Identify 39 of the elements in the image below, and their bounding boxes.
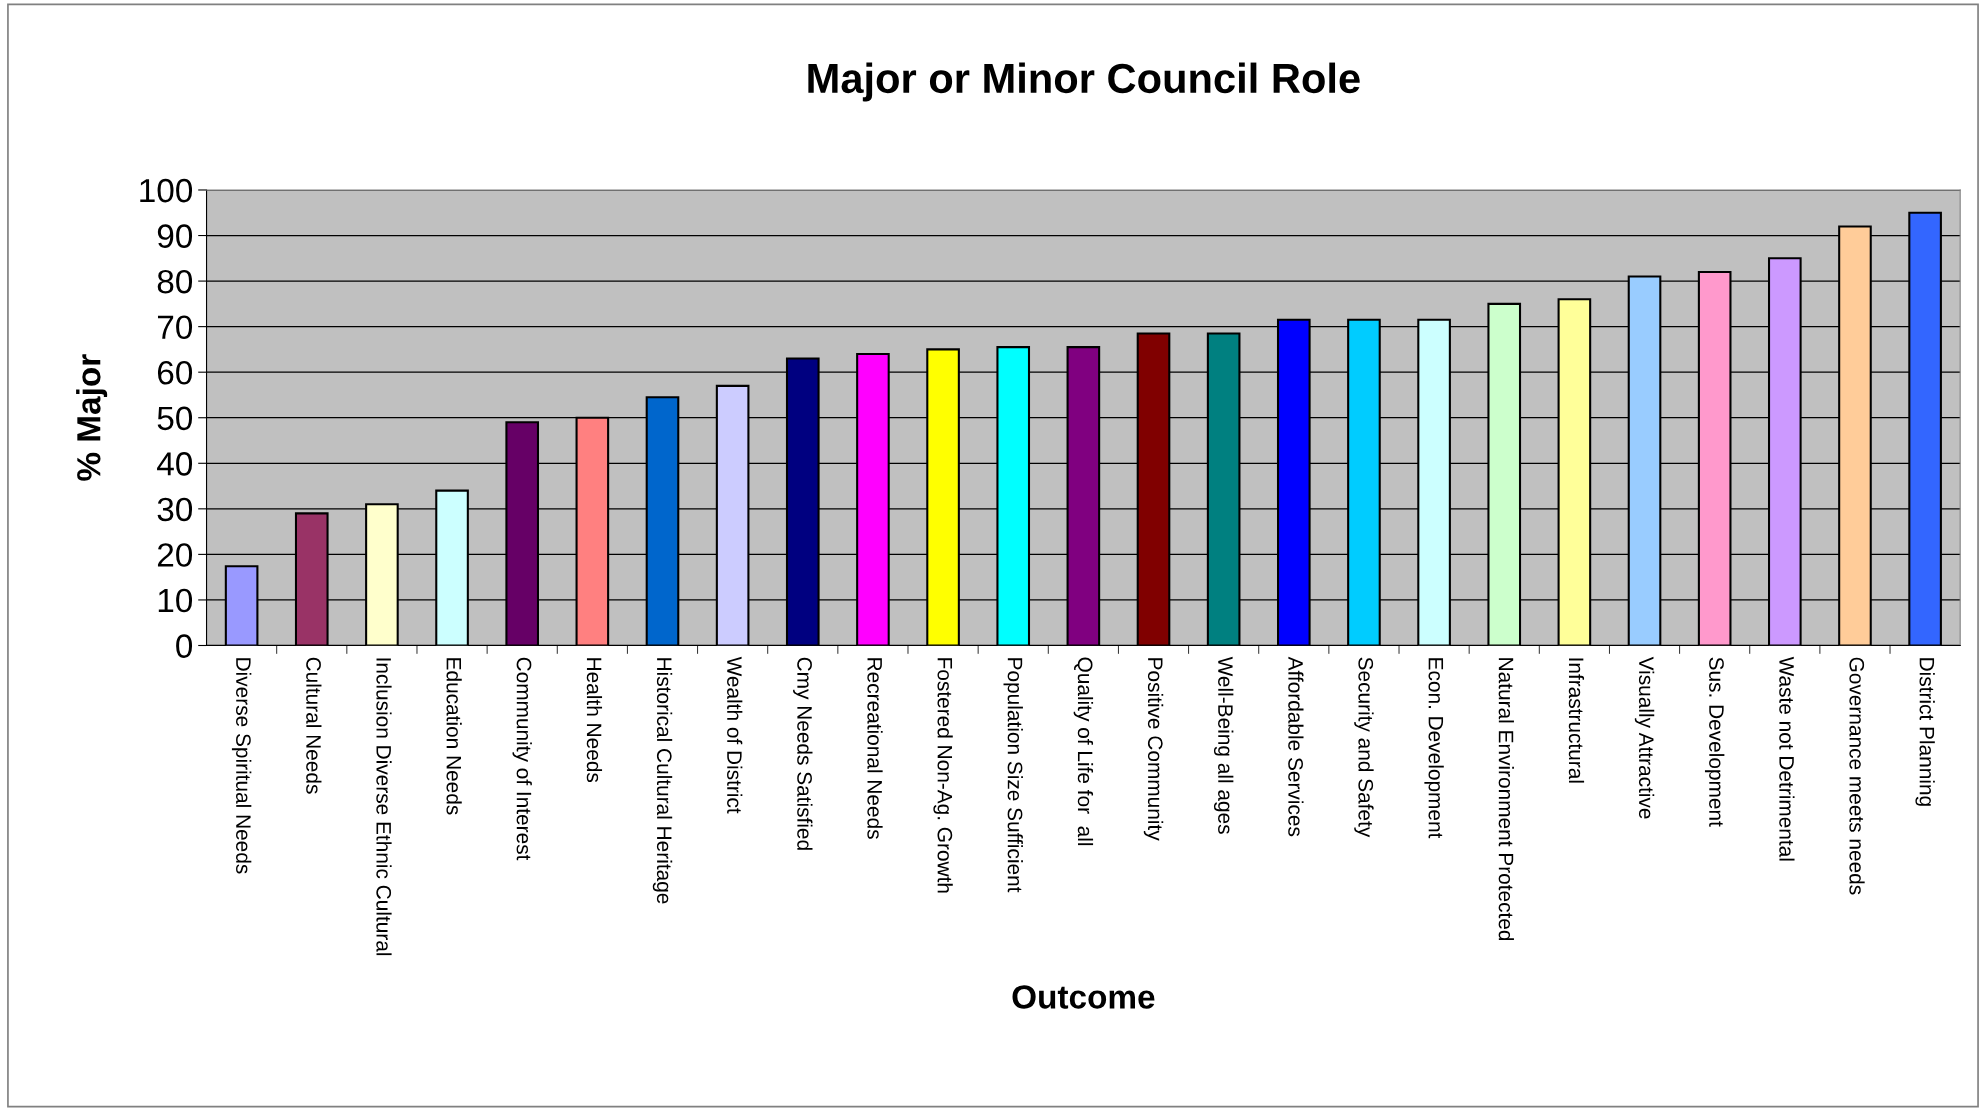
x-axis-title: Outcome xyxy=(1012,985,1155,1009)
x-tick-label: Natural Environment Protected xyxy=(1498,658,1514,941)
y-tick-label: 80 xyxy=(157,269,193,294)
x-tick-label: Econ. Development xyxy=(1424,658,1444,839)
x-tick-label: District Planning xyxy=(1915,658,1935,806)
y-axis-title: % Major xyxy=(76,354,108,481)
x-tick-label: Security and Safety xyxy=(1354,657,1374,838)
x-tick-label: Inclusion Diverse Ethnic Cultural xyxy=(376,658,392,956)
x-tick-label: Fostered Non-Ag. Growth xyxy=(933,658,953,893)
x-tick-label: Community of Interest xyxy=(512,657,532,861)
x-tick-label: Sus. Development xyxy=(1704,657,1725,827)
x-tick-label: Cmy Needs Satisfied xyxy=(793,657,813,850)
x-tick-label: Cultural Needs xyxy=(306,657,322,794)
x-tick-label: Affordable Services xyxy=(1288,656,1304,837)
x-tick-label: Recreational Needs xyxy=(867,658,883,839)
y-tick-label: 60 xyxy=(157,360,193,385)
y-tick-label: 0 xyxy=(176,634,193,658)
chart-title: Major or Minor Council Role xyxy=(808,62,1360,102)
x-tick-label: Governance meets needs xyxy=(1849,657,1865,895)
x-tick-label: Wealth of District xyxy=(727,656,743,814)
x-tick-label: Visually Attractive xyxy=(1634,656,1655,819)
x-tick-label: Well-Being all ages xyxy=(1213,656,1234,834)
x-tick-label: Education Needs xyxy=(446,658,462,815)
x-tick-label: Positive Community xyxy=(1143,658,1164,841)
x-tick-label: Waste not Detrimental xyxy=(1779,656,1795,861)
x-tick-label: Infrastructural xyxy=(1568,658,1585,783)
y-tick-label: 30 xyxy=(157,497,193,522)
y-tick-label: 10 xyxy=(158,588,193,613)
x-tick-label: Quality of Life for all xyxy=(1073,657,1094,846)
x-tick-label: Health Needs xyxy=(586,658,603,783)
x-tick-label: Population Size Sufficient xyxy=(1003,658,1023,893)
x-tick-label: Diverse Spiritual Needs xyxy=(231,658,252,874)
y-tick-label: 90 xyxy=(157,224,193,248)
x-tick-label: Historical Cultural Heritage xyxy=(652,658,673,904)
y-tick-label: 40 xyxy=(157,452,193,476)
y-tick-label: 70 xyxy=(157,315,193,340)
y-tick-label: 100 xyxy=(140,178,193,203)
y-tick-label: 20 xyxy=(157,543,193,567)
y-tick-label: 50 xyxy=(157,406,193,431)
